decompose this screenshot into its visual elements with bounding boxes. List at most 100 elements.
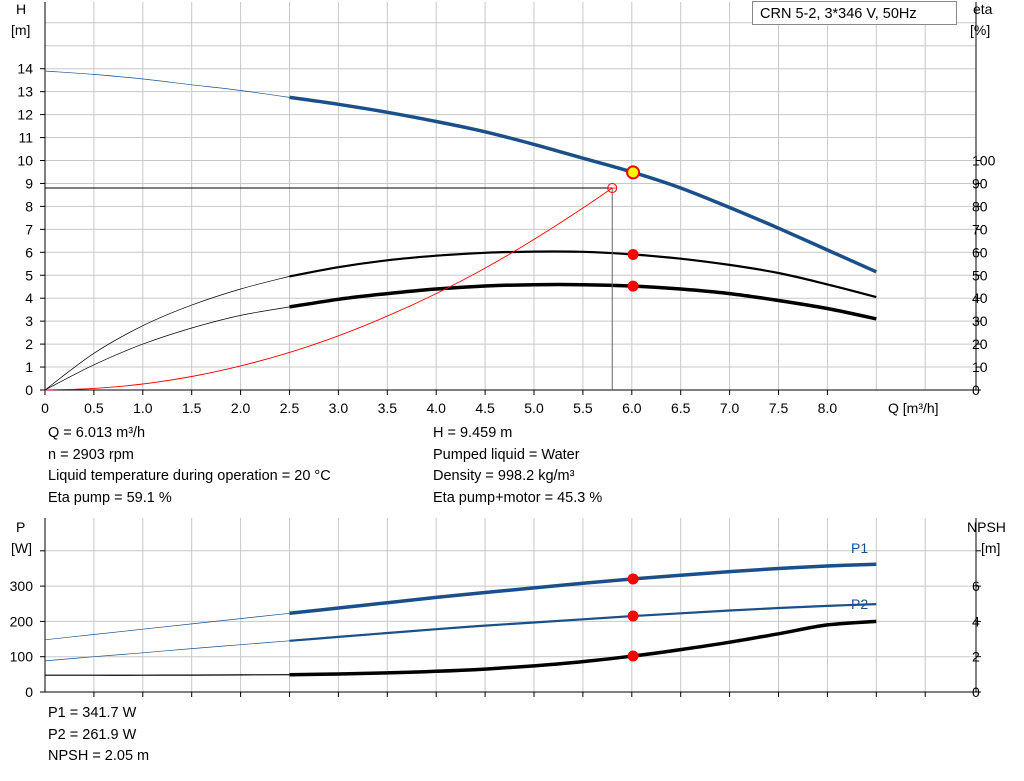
lower-right-tick-label: 6 bbox=[972, 578, 980, 594]
x-tick-label: 5.5 bbox=[573, 400, 593, 416]
info-block-left: Q = 6.013 m³/h n = 2903 rpm Liquid tempe… bbox=[48, 423, 331, 509]
operating-point-npsh bbox=[627, 650, 639, 662]
info-flow: Q = 6.013 m³/h bbox=[48, 425, 146, 441]
x-tick-label: 6.0 bbox=[622, 400, 642, 416]
p2-curve-thin bbox=[44, 640, 290, 662]
upper-left-tick-label: 13 bbox=[17, 84, 33, 100]
upper-left-axis-title: H bbox=[16, 1, 26, 17]
x-tick-label: 4.0 bbox=[426, 400, 446, 416]
p1-curve-bold bbox=[289, 562, 877, 616]
upper-right-tick-label: 40 bbox=[972, 290, 988, 306]
lower-left-tick-label: 0 bbox=[25, 684, 33, 700]
info-npsh: NPSH = 2.05 m bbox=[48, 748, 150, 764]
info-p1: P1 = 341.7 W bbox=[48, 705, 137, 721]
upper-left-tick-label: 1 bbox=[25, 359, 33, 375]
x-tick-label: 4.5 bbox=[475, 400, 495, 416]
x-tick-label: 3.0 bbox=[329, 400, 349, 416]
upper-right-tick-label: 50 bbox=[972, 267, 988, 283]
p1-curve-thin bbox=[44, 612, 290, 641]
upper-right-tick-label: 0 bbox=[972, 382, 980, 398]
lower-left-tick-label: 200 bbox=[10, 613, 34, 629]
x-tick-label: 1.5 bbox=[182, 400, 202, 416]
info-block-right: H = 9.459 m Pumped liquid = Water Densit… bbox=[433, 423, 602, 509]
upper-left-tick-label: 6 bbox=[25, 244, 33, 260]
lower-right-tick-label: 4 bbox=[972, 613, 980, 629]
upper-right-tick-label: 100 bbox=[972, 153, 996, 169]
lower-chart-axes: 0 100 200 300 0 2 4 6 bbox=[10, 518, 981, 700]
pump-title: CRN 5-2, 3*346 V, 50Hz bbox=[760, 6, 917, 22]
upper-left-tick-label: 5 bbox=[25, 267, 33, 283]
upper-chart-series bbox=[44, 70, 878, 391]
lower-chart-series bbox=[44, 562, 877, 677]
operating-point-p2 bbox=[627, 610, 639, 622]
upper-left-tick-label: 8 bbox=[25, 198, 33, 214]
lower-right-tick-label: 0 bbox=[972, 684, 980, 700]
system-curve-curve bbox=[44, 187, 613, 391]
eta-total-curve-thin bbox=[44, 306, 290, 391]
x-tick-label: 1.0 bbox=[133, 400, 153, 416]
upper-right-tick-label: 60 bbox=[972, 244, 988, 260]
upper-left-tick-label: 11 bbox=[18, 130, 33, 146]
upper-left-tick-label: 4 bbox=[25, 290, 33, 306]
upper-right-axis-title: eta bbox=[973, 1, 993, 17]
upper-right-axis-unit: [%] bbox=[970, 22, 990, 38]
upper-left-tick-label: 12 bbox=[17, 107, 33, 123]
info-density: Density = 998.2 kg/m³ bbox=[433, 468, 575, 484]
lower-right-axis-title: NPSH bbox=[967, 519, 1006, 535]
info-speed: n = 2903 rpm bbox=[48, 446, 134, 463]
x-tick-label: 7.5 bbox=[769, 400, 789, 416]
eta-pump-curve-thin bbox=[44, 276, 290, 391]
lower-right-axis-unit: [m] bbox=[981, 540, 1000, 556]
x-tick-label: 2.5 bbox=[280, 400, 300, 416]
upper-left-tick-label: 9 bbox=[25, 175, 33, 191]
eta-total-curve-bold bbox=[289, 282, 877, 321]
info-pumped-liquid: Pumped liquid = Water bbox=[433, 446, 580, 463]
upper-right-tick-label: 80 bbox=[972, 198, 988, 214]
x-tick-label: 2.0 bbox=[231, 400, 251, 416]
lower-left-axis-unit: [W] bbox=[11, 540, 32, 556]
x-tick-label: 5.0 bbox=[524, 400, 544, 416]
p2-curve-bold bbox=[289, 603, 877, 642]
info-p2: P2 = 261.9 W bbox=[48, 726, 137, 743]
lower-right-tick-label: 2 bbox=[972, 649, 980, 665]
H-curve-bold bbox=[289, 95, 878, 274]
eta-pump-curve-bold bbox=[289, 250, 877, 299]
upper-left-axis-unit: [m] bbox=[11, 22, 30, 38]
info-eta-pump: Eta pump = 59.1 % bbox=[48, 489, 172, 506]
operating-point-head bbox=[626, 165, 641, 180]
npsh-curve-thin bbox=[45, 674, 290, 676]
lower-left-tick-label: 300 bbox=[10, 578, 34, 594]
info-liquid-temperature: Liquid temperature during operation = 20… bbox=[48, 468, 331, 484]
x-tick-label: 3.5 bbox=[378, 400, 398, 416]
x-tick-label: 6.5 bbox=[671, 400, 691, 416]
operating-point-eta-total bbox=[627, 280, 639, 292]
info-head: H = 9.459 m bbox=[433, 425, 513, 441]
p2-series-label: P2 bbox=[851, 596, 868, 612]
x-axis-title: Q [m³/h] bbox=[888, 400, 939, 416]
x-tick-label: 8.0 bbox=[818, 400, 838, 416]
operating-point-eta-pump bbox=[627, 248, 639, 260]
upper-chart-grid bbox=[45, 2, 976, 390]
pump-title-box: CRN 5-2, 3*346 V, 50Hz bbox=[752, 1, 957, 25]
lower-left-axis-title: P bbox=[16, 519, 25, 535]
upper-left-tick-label: 7 bbox=[25, 221, 33, 237]
p1-series-label: P1 bbox=[851, 540, 868, 556]
x-tick-label: 0 bbox=[41, 400, 49, 416]
upper-right-tick-label: 30 bbox=[972, 313, 988, 329]
x-tick-label: 0.5 bbox=[84, 400, 104, 416]
info-eta-pump-motor: Eta pump+motor = 45.3 % bbox=[433, 489, 603, 506]
upper-left-tick-label: 2 bbox=[25, 336, 33, 352]
upper-chart-axes: 0123456789101112131401020304050607080901… bbox=[17, 2, 996, 416]
x-tick-label: 7.0 bbox=[720, 400, 740, 416]
upper-left-tick-label: 14 bbox=[17, 61, 33, 77]
upper-left-tick-label: 10 bbox=[17, 153, 33, 169]
H-curve-thin bbox=[44, 70, 290, 98]
operating-point-p1 bbox=[627, 573, 639, 585]
upper-right-tick-label: 20 bbox=[972, 336, 988, 352]
upper-left-tick-label: 0 bbox=[25, 382, 33, 398]
axis-labels: H [m] eta [%] Q [m³/h] P [W] NPSH [m] P1 P2 bbox=[11, 1, 1006, 612]
upper-right-tick-label: 10 bbox=[972, 359, 988, 375]
lower-left-tick-label: 100 bbox=[10, 649, 34, 665]
upper-right-tick-label: 70 bbox=[972, 221, 988, 237]
